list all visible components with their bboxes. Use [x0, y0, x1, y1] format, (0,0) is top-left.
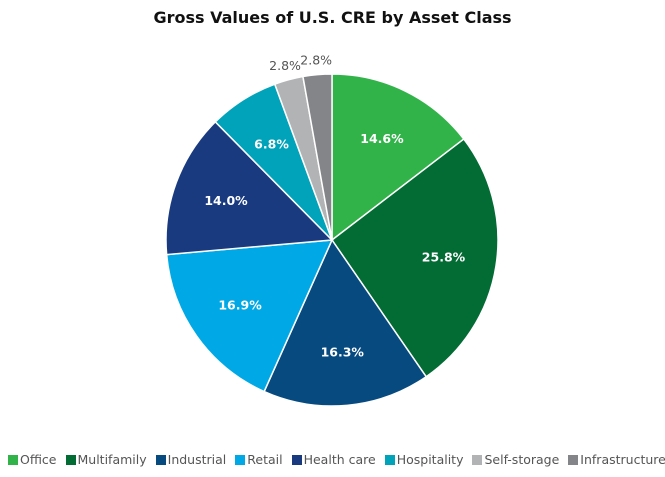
legend-swatch — [235, 454, 246, 465]
legend-label: Multifamily — [77, 452, 147, 467]
legend-swatch — [384, 454, 395, 465]
legend-swatch — [291, 454, 302, 465]
legend-swatch — [65, 454, 76, 465]
legend-swatch — [155, 454, 166, 465]
data-label: 2.8% — [300, 53, 332, 68]
legend-label: Retail — [247, 452, 283, 467]
pie-slice-infrastructure — [302, 73, 333, 241]
pie-slice-industrial — [263, 238, 428, 407]
legend-swatch — [8, 454, 18, 465]
legend-label: Infrastructure — [580, 452, 665, 467]
pie-slice-multifamily — [330, 138, 499, 378]
pie-slice-office — [331, 73, 465, 242]
legend-item: Retail — [235, 452, 283, 467]
chart-title: Gross Values of U.S. CRE by Asset Class — [153, 8, 512, 27]
data-label: 6.8% — [254, 137, 289, 152]
legend-label: Health care — [303, 452, 376, 467]
legend: Office Multifamily Industrial Retail Health … — [8, 452, 665, 467]
data-label: 14.6% — [360, 131, 404, 146]
pie-chart: 14.6% 25.8% 16.3% 16.9% 14.0% 6.8% 2.8% 2.8% — [165, 53, 499, 407]
data-label: 25.8% — [422, 250, 466, 265]
data-label: 16.3% — [321, 344, 365, 359]
pie-slice-health-care — [165, 120, 334, 256]
legend-label: Office — [20, 452, 57, 467]
legend-item: Multifamily — [65, 452, 147, 467]
data-label: 14.0% — [204, 193, 248, 208]
legend-swatch — [472, 454, 483, 465]
legend-item: Office — [8, 452, 57, 467]
legend-label: Industrial — [167, 452, 227, 467]
legend-item: Self-storage — [472, 452, 559, 467]
data-label: 2.8% — [269, 58, 301, 73]
legend-item: Hospitality — [384, 452, 464, 467]
legend-label: Hospitality — [396, 452, 464, 467]
pie-slice-retail — [165, 239, 334, 393]
data-label: 16.9% — [218, 297, 262, 312]
legend-label: Self-storage — [484, 452, 560, 467]
legend-swatch — [568, 454, 579, 465]
legend-item: Industrial — [155, 452, 227, 467]
legend-item: Health care — [291, 452, 376, 467]
legend-item: Infrastructure — [568, 452, 665, 467]
